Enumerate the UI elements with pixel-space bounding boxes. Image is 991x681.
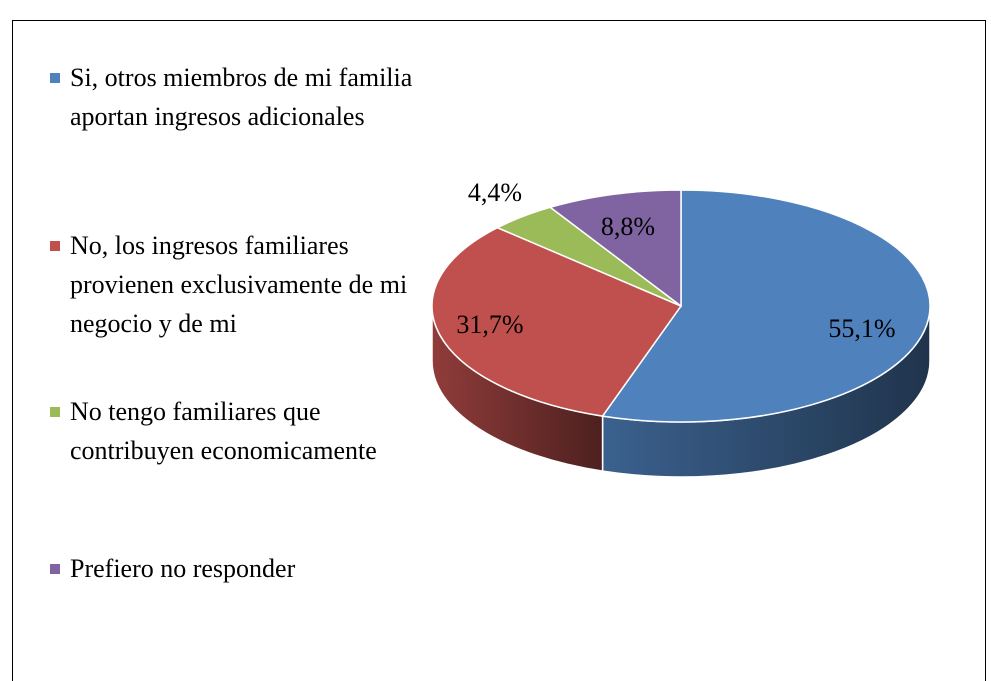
pie-slice <box>431 226 683 417</box>
legend-swatch <box>50 73 60 83</box>
chart-frame <box>12 20 986 681</box>
legend-swatch <box>50 407 60 417</box>
data-label: 4,4% <box>468 178 522 207</box>
data-label: 31,7% <box>456 310 523 339</box>
legend-swatch <box>50 241 60 251</box>
pie-slice <box>601 189 931 423</box>
legend-label: Prefiero no responder <box>70 554 296 583</box>
legend-label: No, los ingresos familiares provienen ex… <box>70 231 408 338</box>
pie-slice <box>548 189 682 308</box>
legend-swatch <box>50 564 60 574</box>
legend-label: Si, otros miembros de mi familia aportan… <box>70 63 413 131</box>
legend-label: No tengo familiares que contribuyen econ… <box>70 397 377 465</box>
data-label: 55,1% <box>828 314 895 343</box>
data-label: 8,8% <box>601 212 655 241</box>
